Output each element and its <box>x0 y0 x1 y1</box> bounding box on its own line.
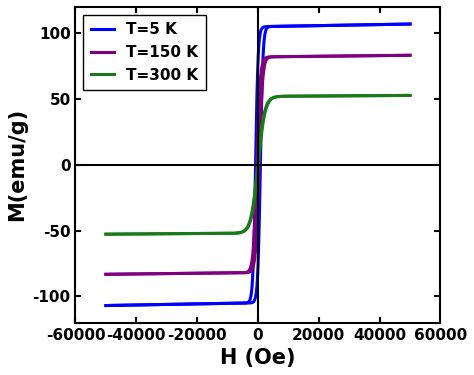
T=150 K <box>158 272 164 276</box>
T=5 K <box>301 24 307 28</box>
T=150 K <box>301 54 307 58</box>
T=5 K <box>330 23 336 28</box>
T=300 K <box>158 232 164 236</box>
T=150 K <box>219 271 225 275</box>
T=150 K <box>330 54 336 58</box>
T=5 K <box>285 24 291 28</box>
T=5 K <box>407 22 413 26</box>
T=5 K <box>353 23 359 27</box>
T=5 K <box>158 302 164 307</box>
T=5 K <box>219 301 225 306</box>
Legend: T=5 K, T=150 K, T=300 K: T=5 K, T=150 K, T=300 K <box>83 15 206 90</box>
T=150 K <box>353 54 359 58</box>
T=300 K <box>353 93 359 98</box>
T=150 K <box>407 53 413 57</box>
T=150 K <box>285 54 291 59</box>
T=300 K <box>219 231 225 236</box>
T=150 K <box>103 272 109 276</box>
T=300 K <box>407 93 413 98</box>
T=5 K <box>103 303 109 308</box>
Line: T=150 K: T=150 K <box>106 55 410 274</box>
Line: T=300 K: T=300 K <box>106 95 410 234</box>
Line: T=5 K: T=5 K <box>106 24 410 306</box>
X-axis label: H (Oe): H (Oe) <box>220 348 296 368</box>
T=300 K <box>330 94 336 98</box>
Y-axis label: M(emu/g): M(emu/g) <box>7 108 27 221</box>
T=300 K <box>103 232 109 236</box>
T=300 K <box>301 94 307 98</box>
T=300 K <box>285 94 291 99</box>
